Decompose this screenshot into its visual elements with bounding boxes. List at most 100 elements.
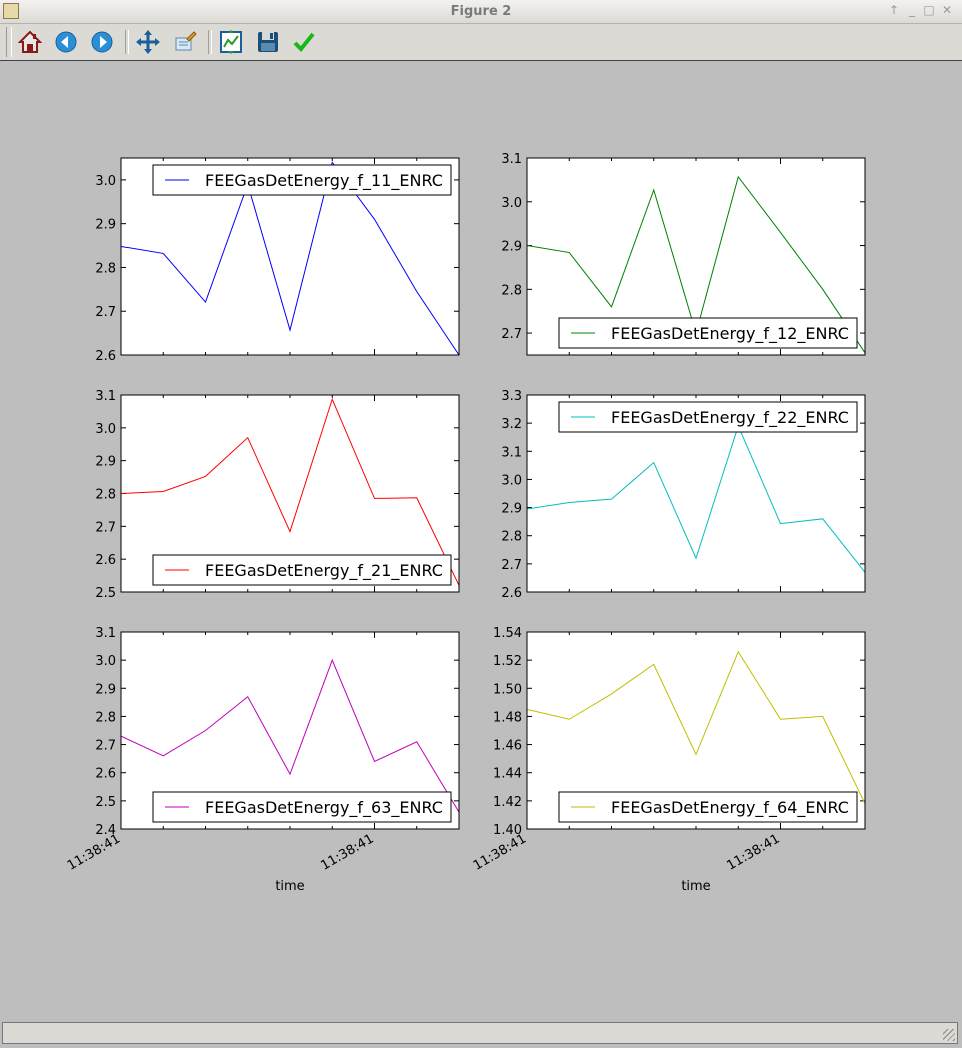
legend: FEEGasDetEnergy_f_64_ENRC bbox=[558, 791, 858, 823]
y-tick-label: 3.3 bbox=[501, 389, 522, 404]
y-tick-label: 2.7 bbox=[501, 558, 522, 573]
legend-box bbox=[152, 554, 452, 586]
legend: FEEGasDetEnergy_f_22_ENRC bbox=[558, 401, 858, 433]
legend-label: FEEGasDetEnergy_f_21_ENRC bbox=[205, 561, 443, 581]
move-icon bbox=[136, 30, 160, 54]
legend-label: FEEGasDetEnergy_f_22_ENRC bbox=[611, 408, 849, 428]
y-tick-label: 3.1 bbox=[95, 389, 116, 404]
x-tick-label: 11:38:41 bbox=[318, 831, 376, 873]
edit-button[interactable] bbox=[290, 28, 318, 56]
axes-frame bbox=[120, 157, 460, 356]
x-axis-label: time bbox=[681, 879, 710, 894]
y-tick-label: 1.40 bbox=[493, 823, 522, 838]
y-tick-label: 1.42 bbox=[493, 795, 522, 810]
home-icon bbox=[18, 30, 42, 53]
minimize-icon[interactable]: _ bbox=[909, 3, 915, 17]
resize-grip[interactable] bbox=[943, 1029, 955, 1041]
chart-panel-top-right: 2.7 2.8 2.9 3.0 3.1 FEEGasDetEnergy_f_12_ENRC bbox=[501, 152, 866, 356]
y-tick-label: 2.6 bbox=[95, 767, 116, 782]
zoom-button[interactable] bbox=[171, 28, 199, 56]
y-tick-label: 1.48 bbox=[493, 710, 522, 725]
checkmark-icon bbox=[293, 32, 315, 52]
y-tick-label: 2.7 bbox=[95, 305, 116, 320]
axes-frame bbox=[120, 631, 460, 830]
save-button[interactable] bbox=[254, 28, 282, 56]
axes-frame bbox=[526, 631, 866, 830]
y-tick-label: 2.7 bbox=[501, 327, 522, 342]
legend-box bbox=[558, 317, 858, 349]
y-tick-label: 3.2 bbox=[501, 417, 522, 432]
maximize-icon[interactable]: □ bbox=[923, 3, 935, 17]
axes-frame bbox=[526, 157, 866, 356]
back-button[interactable] bbox=[52, 28, 80, 56]
subplots-button[interactable] bbox=[217, 28, 245, 56]
y-tick-label: 2.8 bbox=[95, 710, 116, 725]
window-titlebar: Figure 2 ↑ _ □ ✕ bbox=[0, 0, 962, 24]
legend-box bbox=[558, 791, 858, 823]
status-bar bbox=[2, 1022, 958, 1044]
legend: FEEGasDetEnergy_f_21_ENRC bbox=[152, 554, 452, 586]
y-tick-label: 2.8 bbox=[501, 530, 522, 545]
arrow-right-icon bbox=[91, 31, 113, 53]
app-icon bbox=[3, 3, 19, 19]
floppy-icon bbox=[258, 32, 278, 52]
y-tick-label: 2.5 bbox=[95, 795, 116, 810]
y-tick-label: 2.7 bbox=[95, 739, 116, 754]
close-icon[interactable]: ✕ bbox=[941, 3, 953, 17]
y-tick-label: 1.46 bbox=[493, 739, 522, 754]
y-tick-label: 3.1 bbox=[95, 626, 116, 641]
y-tick-label: 2.9 bbox=[501, 502, 522, 517]
legend-box bbox=[558, 401, 858, 433]
y-tick-label: 3.0 bbox=[501, 196, 522, 211]
figure-canvas[interactable]: 2.6 2.7 2.8 2.9 3.0 FEEGasDetEnergy_f_11_ENRC… bbox=[0, 62, 962, 1020]
x-tick-label: 11:38:41 bbox=[724, 831, 782, 873]
y-tick-label: 3.1 bbox=[501, 445, 522, 460]
subplots-icon bbox=[220, 30, 242, 54]
home-button[interactable] bbox=[16, 28, 44, 56]
chart-panel-top-left: 2.6 2.7 2.8 2.9 3.0 FEEGasDetEnergy_f_11_ENRC bbox=[95, 157, 460, 364]
legend-label: FEEGasDetEnergy_f_12_ENRC bbox=[611, 324, 849, 344]
toolbar-grip[interactable] bbox=[6, 27, 12, 57]
x-axis-label: time bbox=[275, 879, 304, 894]
legend-box bbox=[152, 791, 452, 823]
y-tick-label: 2.6 bbox=[95, 553, 116, 568]
legend-label: FEEGasDetEnergy_f_63_ENRC bbox=[205, 798, 443, 818]
axes-frame bbox=[526, 394, 866, 593]
arrow-left-icon bbox=[55, 31, 77, 53]
y-tick-label: 2.8 bbox=[501, 283, 522, 298]
y-tick-label: 3.1 bbox=[501, 152, 522, 167]
zoom-rect-icon bbox=[175, 31, 197, 51]
legend: FEEGasDetEnergy_f_63_ENRC bbox=[152, 791, 452, 823]
forward-button[interactable] bbox=[88, 28, 116, 56]
legend: FEEGasDetEnergy_f_12_ENRC bbox=[558, 317, 858, 349]
chart-panel-bottom-right: 1.40 1.42 1.44 1.46 1.48 1.50 1.52 1.54 11:38:41… bbox=[471, 626, 866, 894]
chart-panel-middle-left: 2.5 2.6 2.7 2.8 2.9 3.0 3.1 FEEGasDetEnergy_f_2… bbox=[95, 389, 460, 601]
y-tick-label: 3.0 bbox=[501, 473, 522, 488]
y-tick-label: 2.9 bbox=[95, 682, 116, 697]
y-tick-label: 2.6 bbox=[95, 349, 116, 364]
y-tick-label: 3.0 bbox=[95, 174, 116, 189]
chart-panel-bottom-left: 2.4 2.5 2.6 2.7 2.8 2.9 3.0 3.1 11:38:41 11:38:41… bbox=[65, 626, 460, 894]
y-tick-label: 1.44 bbox=[493, 767, 522, 782]
legend: FEEGasDetEnergy_f_11_ENRC bbox=[152, 164, 452, 196]
y-tick-label: 2.4 bbox=[95, 823, 116, 838]
y-tick-label: 2.9 bbox=[501, 240, 522, 255]
y-tick-label: 3.0 bbox=[95, 654, 116, 669]
navigation-toolbar bbox=[0, 24, 962, 61]
y-tick-label: 2.8 bbox=[95, 488, 116, 503]
y-tick-label: 2.5 bbox=[95, 586, 116, 601]
legend-label: FEEGasDetEnergy_f_11_ENRC bbox=[205, 171, 443, 191]
window-title: Figure 2 bbox=[450, 4, 512, 19]
toolbar-separator bbox=[208, 30, 212, 54]
pin-icon[interactable]: ↑ bbox=[888, 3, 900, 17]
y-tick-label: 2.9 bbox=[95, 455, 116, 470]
y-tick-label: 1.52 bbox=[493, 654, 522, 669]
pan-button[interactable] bbox=[134, 28, 162, 56]
axes-frame bbox=[120, 394, 460, 593]
x-tick-label: 11:38:41 bbox=[65, 831, 123, 873]
y-tick-label: 1.50 bbox=[493, 682, 522, 697]
y-tick-label: 3.0 bbox=[95, 422, 116, 437]
y-tick-label: 2.8 bbox=[95, 261, 116, 276]
legend-box bbox=[152, 164, 452, 196]
y-tick-label: 2.7 bbox=[95, 520, 116, 535]
